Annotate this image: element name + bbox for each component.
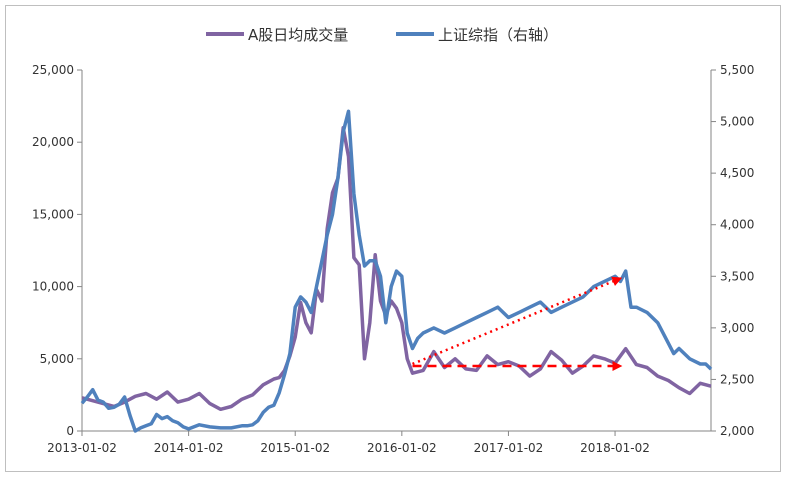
y-right-tick-label: 2,000 xyxy=(720,424,754,438)
legend-label-volume: A股日均成交量 xyxy=(248,26,348,44)
y-left-tick-label: 25,000 xyxy=(32,63,74,77)
chart-frame: A股日均成交量 上证综指（右轴） 0 5,000 10,000 15,000 20,00… xyxy=(5,5,781,472)
series-line-index xyxy=(80,109,713,433)
series-line-volume xyxy=(81,126,712,412)
x-tick-label: 2016-01-02 xyxy=(367,441,437,455)
legend-label-index: 上证综指（右轴） xyxy=(438,26,558,44)
x-tick-label: 2013-01-02 xyxy=(47,441,117,455)
y-right-tick-label: 3,000 xyxy=(720,321,754,335)
y-right-tick-label: 4,500 xyxy=(720,166,754,180)
axes: 0 5,000 10,000 15,000 20,000 25,000 2,000 2,500… xyxy=(32,63,754,455)
y-right-tick-label: 4,000 xyxy=(720,218,754,232)
y-left-tick-label: 10,000 xyxy=(32,280,74,294)
line-chart: A股日均成交量 上证综指（右轴） 0 5,000 10,000 15,000 20,00… xyxy=(32,26,754,455)
y-left-tick-label: 5,000 xyxy=(40,352,74,366)
y-left-tick-label: 15,000 xyxy=(32,207,74,221)
x-tick-label: 2015-01-02 xyxy=(260,441,330,455)
y-left-tick-label: 0 xyxy=(66,424,74,438)
y-right-tick-label: 3,500 xyxy=(720,269,754,283)
y-right-tick-label: 5,500 xyxy=(720,63,754,77)
dotted-trend-arrow xyxy=(412,276,623,366)
annotations xyxy=(412,276,623,372)
y-left-tick-label: 20,000 xyxy=(32,135,74,149)
plot-area xyxy=(80,109,713,433)
y-right-tick-label: 2,500 xyxy=(720,372,754,386)
x-tick-label: 2018-01-02 xyxy=(580,441,650,455)
x-tick-label: 2014-01-02 xyxy=(154,441,224,455)
y-right-tick-label: 5,000 xyxy=(720,115,754,129)
x-tick-label: 2017-01-02 xyxy=(474,441,544,455)
legend: A股日均成交量 上证综指（右轴） xyxy=(206,26,558,44)
